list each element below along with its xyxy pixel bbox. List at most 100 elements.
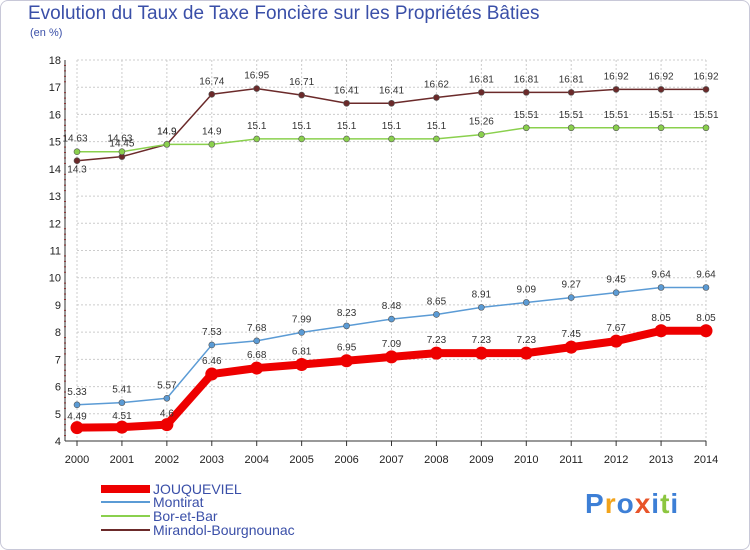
x-tick-label: 2008 (424, 454, 448, 466)
data-point (702, 124, 710, 132)
y-tick-label: 9 (55, 300, 61, 312)
data-point (522, 299, 530, 306)
data-label: 5.57 (157, 380, 177, 391)
data-point (522, 89, 530, 96)
data-label: 16.81 (559, 74, 584, 85)
data-point (388, 315, 395, 323)
data-point (478, 131, 485, 138)
data-label: 16.71 (289, 77, 314, 88)
data-point (295, 358, 309, 372)
data-point (208, 90, 216, 98)
y-tick-label: 14 (49, 164, 61, 176)
data-label: 15.1 (427, 121, 447, 132)
data-point (612, 124, 620, 132)
data-point (429, 346, 443, 360)
data-point (567, 124, 575, 132)
data-point (657, 86, 665, 93)
data-label: 7.45 (561, 329, 581, 340)
data-label: 8.05 (696, 313, 716, 324)
data-label: 6.68 (247, 350, 267, 361)
logo-letter: P (585, 488, 605, 519)
y-tick-label: 5 (55, 409, 61, 421)
data-label: 14.63 (62, 134, 87, 145)
data-point (343, 322, 350, 330)
data-point (385, 350, 398, 364)
data-label: 14.45 (109, 139, 134, 150)
data-label: 15.1 (382, 121, 402, 132)
logo-letter: i (670, 488, 680, 519)
y-tick-label: 15 (49, 137, 61, 149)
data-label: 9.27 (561, 280, 581, 291)
data-label: 8.48 (382, 301, 402, 312)
x-tick-label: 2003 (200, 454, 224, 466)
data-label: 15.51 (693, 110, 718, 121)
data-label: 8.91 (472, 289, 492, 300)
data-point (657, 124, 665, 132)
legend-label: Bor-et-Bar (153, 508, 218, 524)
data-point (73, 157, 81, 164)
data-label: 16.92 (693, 71, 718, 82)
data-point (160, 418, 174, 432)
data-point (298, 135, 305, 143)
data-label: 7.68 (247, 323, 267, 334)
data-point (388, 99, 395, 107)
data-point (522, 124, 530, 132)
logo-letter: i (651, 488, 661, 519)
proxiti-logo: Proxiti (585, 488, 679, 520)
data-point (73, 148, 81, 156)
data-label: 7.23 (427, 335, 447, 346)
data-label: 15.51 (559, 110, 584, 121)
logo-letter: x (634, 488, 652, 519)
data-label: 15.51 (649, 110, 674, 121)
y-tick-label: 6 (55, 382, 61, 394)
data-point (343, 99, 350, 107)
data-point (250, 361, 264, 375)
data-label: 14.9 (157, 126, 177, 137)
data-label: 7.67 (606, 323, 626, 334)
legend: JOUQUEVIELMontiratBor-et-BarMirandol-Bou… (101, 481, 295, 538)
data-point (253, 135, 261, 143)
data-label: 9.09 (517, 284, 537, 295)
data-label: 6.46 (202, 356, 222, 367)
data-point (208, 141, 216, 148)
data-label: 16.41 (379, 85, 404, 96)
data-label: 6.95 (337, 343, 357, 354)
data-label: 15.1 (337, 121, 357, 132)
data-point (163, 141, 171, 148)
y-tick-label: 11 (50, 246, 61, 258)
data-point (433, 135, 440, 143)
data-label: 16.95 (244, 71, 269, 82)
x-tick-label: 2000 (65, 454, 89, 466)
data-point (253, 337, 261, 345)
data-label: 6.81 (292, 347, 312, 358)
data-point (567, 89, 575, 96)
data-point (612, 86, 620, 93)
x-tick-label: 2005 (289, 454, 313, 466)
data-label: 14.3 (67, 165, 87, 176)
data-point (118, 148, 126, 156)
x-tick-label: 2013 (649, 454, 673, 466)
y-tick-label: 4 (55, 436, 61, 448)
data-label: 4.49 (67, 412, 87, 423)
data-point (474, 346, 488, 360)
data-point (73, 401, 81, 409)
legend-label: JOUQUEVIEL (153, 481, 242, 497)
data-point (654, 324, 668, 338)
data-label: 7.53 (202, 327, 222, 338)
x-tick-label: 2006 (334, 454, 358, 466)
y-tick-label: 16 (49, 109, 61, 121)
data-label: 16.92 (649, 71, 674, 82)
y-tick-label: 18 (49, 55, 61, 67)
y-tick-label: 13 (49, 191, 61, 203)
data-point (70, 421, 84, 435)
data-point (519, 346, 533, 360)
data-label: 15.51 (514, 110, 539, 121)
x-tick-label: 2002 (155, 454, 179, 466)
data-point (343, 135, 350, 143)
data-point (205, 367, 219, 381)
series-group: 4.49 4.51 4.6 6.46 6.68 6.81 6.95 7.09 7.23 7.23 7… (62, 71, 719, 435)
y-tick-label: 8 (55, 327, 61, 339)
y-axis-unit: (en %) (30, 27, 63, 39)
data-point (298, 329, 305, 336)
